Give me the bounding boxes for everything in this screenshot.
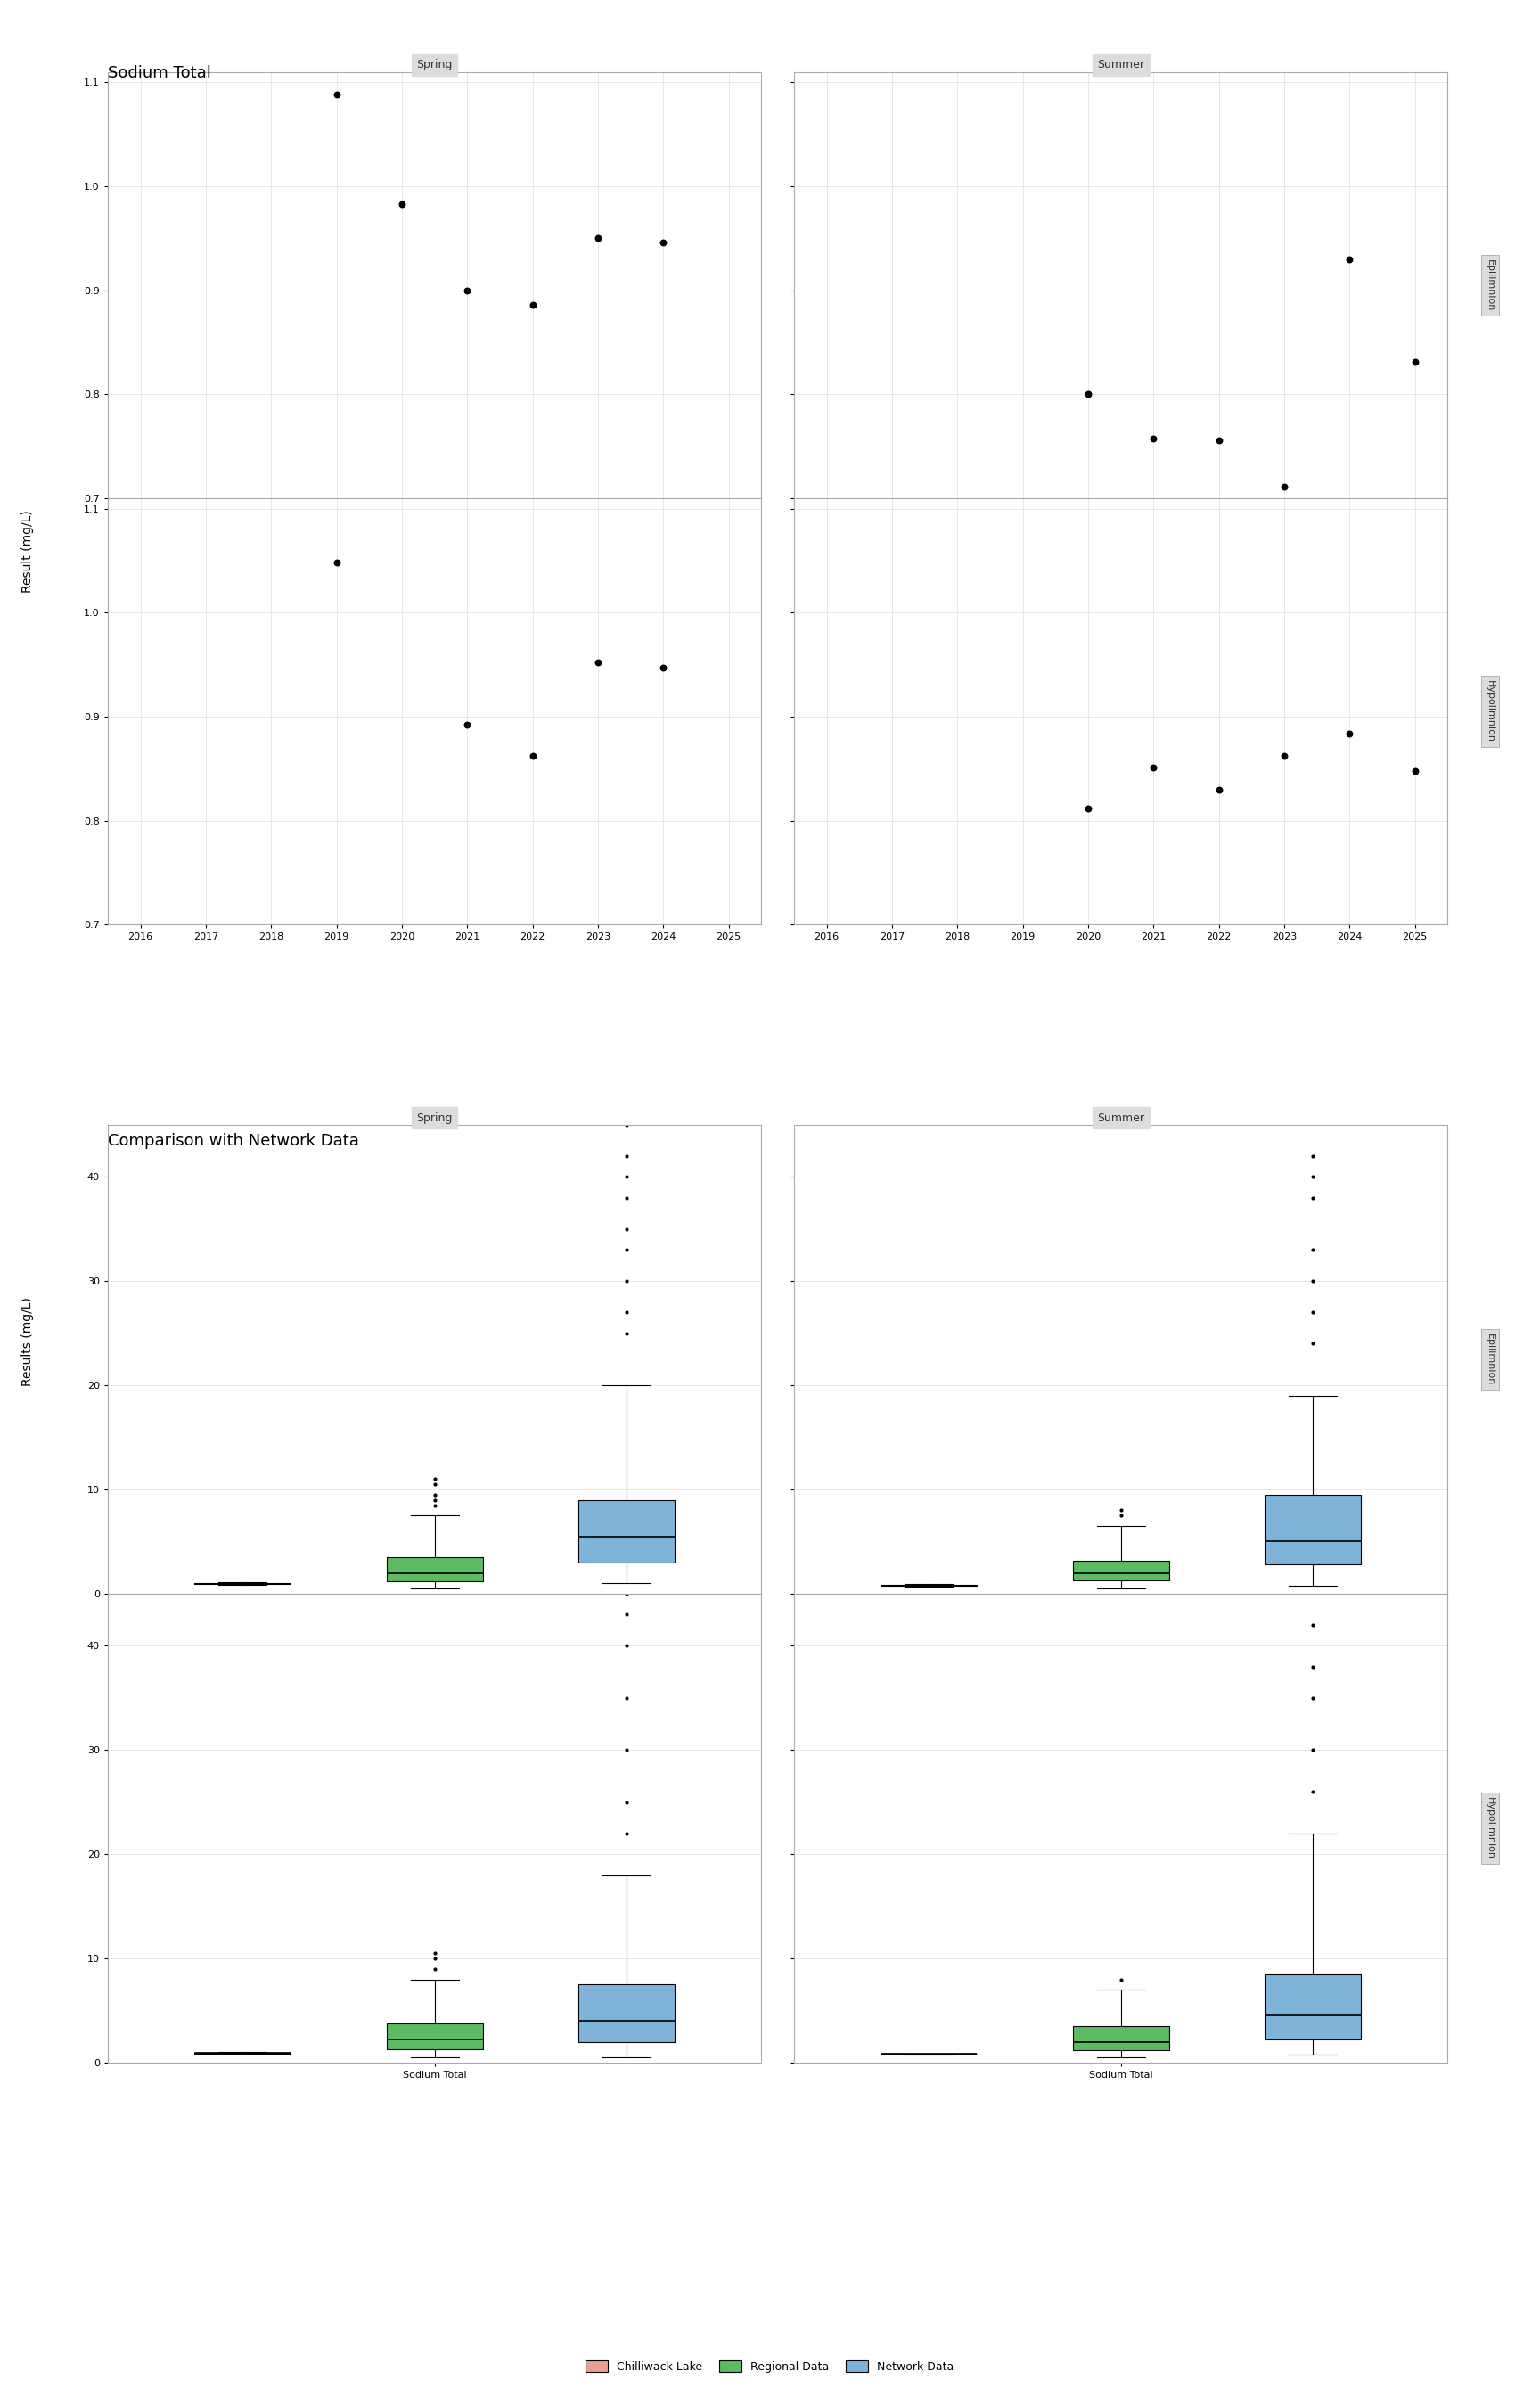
Title: Spring: Spring (417, 1112, 453, 1124)
Point (1403, 343, 1428, 381)
Legend: Chilliwack Lake, Regional Data, Network Data: Chilliwack Lake, Regional Data, Network … (581, 2355, 959, 2379)
PathPatch shape (1264, 1495, 1361, 1565)
Point (585, 218, 610, 256)
Point (1076, 376, 1101, 415)
Point (521, 285, 545, 323)
Point (1141, 419, 1166, 458)
Text: Result (mg/L): Result (mg/L) (22, 510, 34, 592)
Point (454, 271, 479, 309)
Text: Epilimnion: Epilimnion (1486, 259, 1494, 311)
Point (390, 184, 414, 223)
Point (651, 223, 676, 261)
PathPatch shape (579, 1500, 675, 1562)
Point (1076, 788, 1101, 827)
Text: Sodium Total: Sodium Total (108, 65, 211, 81)
Title: Summer: Summer (1096, 60, 1144, 72)
Title: Spring: Spring (417, 60, 453, 72)
Point (1272, 738, 1297, 776)
Point (454, 707, 479, 745)
PathPatch shape (579, 1984, 675, 2041)
Point (1403, 752, 1428, 791)
Point (1206, 422, 1230, 460)
Point (585, 645, 610, 683)
Text: Epilimnion: Epilimnion (1486, 1332, 1494, 1385)
Text: Comparison with Network Data: Comparison with Network Data (108, 1133, 359, 1150)
Text: Results (mg/L): Results (mg/L) (22, 1296, 34, 1387)
Point (1337, 714, 1361, 752)
Title: Summer: Summer (1096, 1112, 1144, 1124)
PathPatch shape (387, 2022, 482, 2049)
PathPatch shape (1264, 1974, 1361, 2039)
Point (1337, 240, 1361, 278)
Point (1272, 467, 1297, 506)
Point (1141, 748, 1166, 786)
Point (325, 77, 350, 115)
PathPatch shape (1073, 2027, 1169, 2051)
PathPatch shape (387, 1557, 482, 1581)
Point (521, 738, 545, 776)
Text: Hypolimnion: Hypolimnion (1486, 680, 1494, 743)
Point (651, 649, 676, 688)
Point (1206, 769, 1230, 807)
Point (325, 544, 350, 582)
Text: Hypolimnion: Hypolimnion (1486, 1797, 1494, 1859)
PathPatch shape (1073, 1560, 1169, 1579)
